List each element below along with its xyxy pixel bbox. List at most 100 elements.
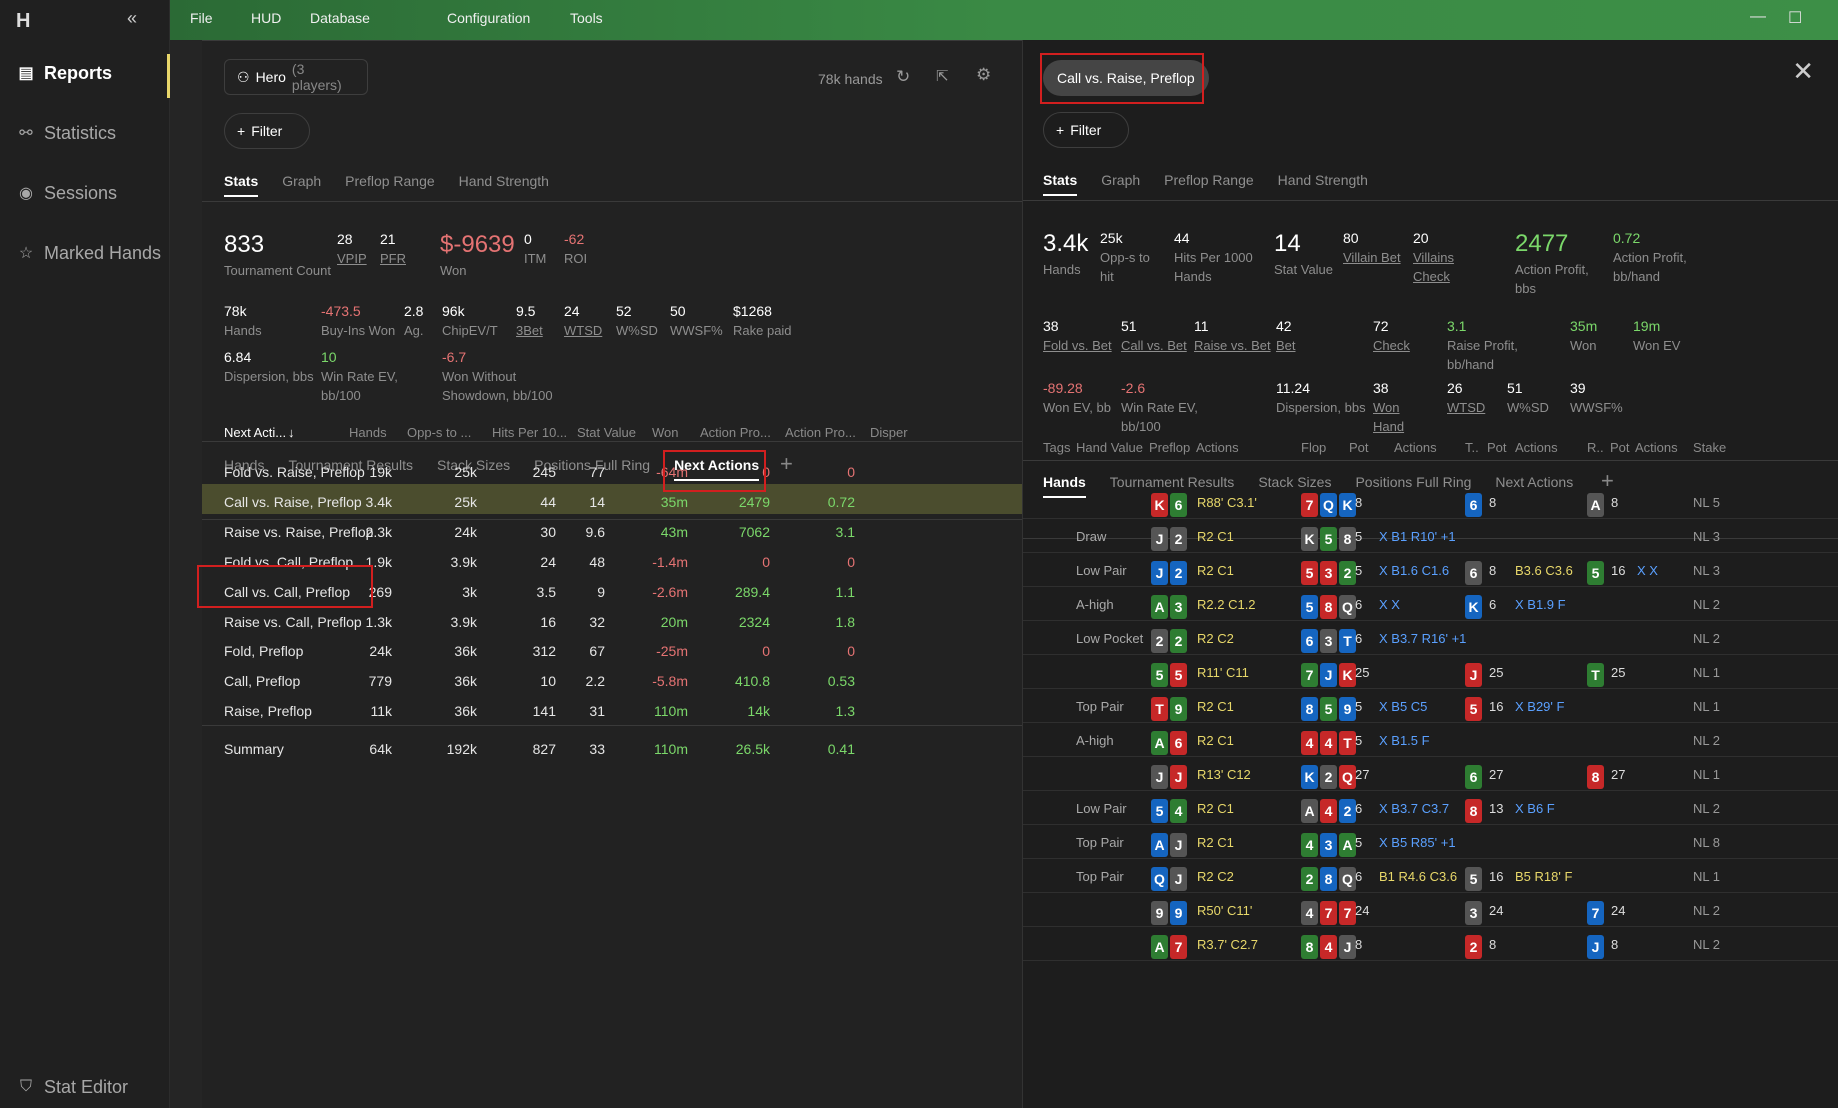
add-tab-icon[interactable]: + — [780, 451, 793, 476]
sidebar-item-statistics[interactable]: ⚯ Statistics — [16, 118, 170, 148]
action-sequence[interactable]: R2 C1 — [1197, 563, 1234, 578]
action-sequence[interactable]: R2 C1 — [1197, 529, 1234, 544]
menu-file[interactable]: File — [190, 10, 213, 26]
stat-villain-bet[interactable]: 80 Villain Bet — [1343, 230, 1403, 267]
export-icon[interactable]: ⇱ — [936, 68, 949, 85]
table-row[interactable]: Fold vs. Raise, Preflop 19k 25k 245 77 -64m 0 0 — [202, 454, 1022, 484]
column-header-6[interactable]: Won — [652, 425, 679, 440]
sidebar-item-reports[interactable]: ▤ Reports — [16, 54, 170, 98]
hand-row[interactable]: K 6 R88' C3.1' 7 Q K 8 6 8 A 8 NL 5 — [1023, 485, 1838, 519]
add-tab-icon[interactable]: + — [1601, 468, 1614, 493]
action-sequence[interactable]: X B6 F — [1515, 801, 1555, 816]
tab-next-actions[interactable]: Next Actions — [1495, 474, 1574, 490]
table-row[interactable]: Raise, Preflop 11k 36k 141 31 110m 14k 1.3 — [202, 693, 1022, 723]
player-selector[interactable]: ⚇ Hero (3 players) — [224, 59, 368, 95]
tab-stats[interactable]: Stats — [224, 173, 259, 197]
hands-column-13[interactable]: Actions — [1635, 440, 1678, 455]
hand-row[interactable]: 9 9 R50' C11' 4 7 7 24 3 24 7 24 NL 2 — [1023, 893, 1838, 927]
add-filter-button[interactable]: + Filter — [224, 113, 310, 149]
stat-vpip[interactable]: 28 VPIP — [337, 231, 377, 268]
column-header-5[interactable]: Stat Value — [577, 425, 637, 440]
hands-column-4[interactable]: Actions — [1196, 440, 1239, 455]
hands-column-9[interactable]: Pot — [1487, 440, 1507, 455]
hands-column-8[interactable]: T.. — [1465, 440, 1479, 455]
action-sequence[interactable]: X B1.5 F — [1379, 733, 1430, 748]
table-row[interactable]: Call vs. Call, Preflop 269 3k 3.5 9 -2.6m 289.… — [202, 574, 1022, 604]
action-sequence[interactable]: R2 C1 — [1197, 733, 1234, 748]
hand-row[interactable]: Draw J 2 R2 C1 K 5 8 5 X B1 R10' +1 NL 3 — [1023, 519, 1838, 553]
action-sequence[interactable]: X B3.7 R16' +1 — [1379, 631, 1467, 646]
hand-row[interactable]: A 7 R3.7' C2.7 8 4 J 8 2 8 J 8 NL 2 — [1023, 927, 1838, 961]
selected-action-chip[interactable]: Call vs. Raise, Preflop — [1043, 60, 1209, 96]
hand-row[interactable]: 5 5 R11' C11 7 J K 25 J 25 T 25 NL 1 — [1023, 655, 1838, 689]
refresh-icon[interactable]: ↻ — [896, 67, 911, 86]
action-sequence[interactable]: R2.2 C1.2 — [1197, 597, 1256, 612]
hands-column-11[interactable]: R.. — [1587, 440, 1604, 455]
stat-wtsd[interactable]: 24 WTSD — [564, 303, 608, 340]
menu-hud[interactable]: HUD — [251, 10, 282, 26]
stat-pfr[interactable]: 21 PFR — [380, 231, 420, 268]
action-sequence[interactable]: X B29' F — [1515, 699, 1565, 714]
menu-tools[interactable]: Tools — [570, 10, 603, 26]
tab-tournament-results[interactable]: Tournament Results — [288, 457, 413, 473]
sidebar-item-sessions[interactable]: ◉ Sessions — [16, 178, 170, 208]
tab-graph[interactable]: Graph — [1101, 172, 1141, 188]
stat-check[interactable]: 72 Check — [1373, 318, 1423, 355]
table-row[interactable]: Fold, Preflop 24k 36k 312 67 -25m 0 0 — [202, 633, 1022, 663]
column-header-7[interactable]: Action Pro... — [700, 425, 771, 440]
hand-row[interactable]: Low Pair J 2 R2 C1 5 3 2 5 X B1.6 C1.6 6 8 B3.6 C3.… — [1023, 553, 1838, 587]
tab-stats[interactable]: Stats — [1043, 172, 1078, 196]
gear-icon[interactable]: ⚙ — [976, 65, 992, 84]
stat-3bet[interactable]: 9.5 3Bet — [516, 303, 556, 340]
action-sequence[interactable]: R2 C1 — [1197, 699, 1234, 714]
hands-column-5[interactable]: Flop — [1301, 440, 1327, 455]
stat-bet[interactable]: 42 Bet — [1276, 318, 1326, 355]
action-sequence[interactable]: X B1.6 C1.6 — [1379, 563, 1450, 578]
table-row[interactable]: Summary 64k 192k 827 33 110m 26.5k 0.41 — [202, 731, 1022, 761]
action-sequence[interactable]: X B3.7 C3.7 — [1379, 801, 1450, 816]
hands-column-14[interactable]: Stake — [1693, 440, 1727, 455]
stat-won-hand[interactable]: 38 Won Hand — [1373, 380, 1433, 436]
stat-villains-check[interactable]: 20 Villains Check — [1413, 230, 1473, 286]
menu-database[interactable]: Database — [310, 10, 370, 26]
column-header-9[interactable]: Disper — [870, 425, 908, 440]
stat-raise-vs-bet[interactable]: 11 Raise vs. Bet — [1194, 318, 1274, 355]
hand-row[interactable]: Top Pair Q J R2 C2 2 8 Q 6 B1 R4.6 C3.6 5 16 B5 R18… — [1023, 859, 1838, 893]
collapse-sidebar-button[interactable]: « — [127, 8, 138, 28]
action-sequence[interactable]: B5 R18' F — [1515, 869, 1573, 884]
action-sequence[interactable]: R50' C11' — [1197, 903, 1253, 918]
action-sequence[interactable]: R2 C1 — [1197, 801, 1234, 816]
action-sequence[interactable]: B3.6 C3.6 — [1515, 563, 1573, 578]
action-sequence[interactable]: X B1 R10' +1 — [1379, 529, 1456, 544]
table-row[interactable]: Fold vs. Call, Preflop 1.9k 3.9k 24 48 -1.4m 0… — [202, 544, 1022, 574]
column-header-8[interactable]: Action Pro... — [785, 425, 856, 440]
action-sequence[interactable]: X B5 R85' +1 — [1379, 835, 1456, 850]
tab-preflop-range[interactable]: Preflop Range — [1164, 172, 1254, 188]
minimize-button[interactable]: — — [1750, 8, 1766, 25]
tab-positions-full-ring[interactable]: Positions Full Ring — [1355, 474, 1472, 490]
column-header-3[interactable]: Opp-s to ... — [407, 425, 472, 440]
column-header-2[interactable]: Hands — [349, 425, 387, 440]
tab-graph[interactable]: Graph — [282, 173, 322, 189]
action-sequence[interactable]: R11' C11 — [1197, 665, 1249, 680]
stat-call-vs-bet[interactable]: 51 Call vs. Bet — [1121, 318, 1191, 355]
hands-column-6[interactable]: Pot — [1349, 440, 1369, 455]
action-sequence[interactable]: X B1.9 F — [1515, 597, 1566, 612]
maximize-button[interactable]: ☐ — [1788, 10, 1803, 27]
stat-editor-button[interactable]: ⛉ Stat Editor — [16, 1072, 170, 1102]
hands-column-2[interactable]: Hand Value — [1076, 440, 1143, 455]
tab-hands[interactable]: Hands — [224, 457, 265, 473]
table-row[interactable]: Call, Preflop 779 36k 10 2.2 -5.8m 410.8 0.53 — [202, 663, 1022, 693]
hand-row[interactable]: Low Pocket 2 2 R2 C2 6 3 T 6 X B3.7 R16' +1 NL 2 — [1023, 621, 1838, 655]
tab-tournament-results[interactable]: Tournament Results — [1109, 474, 1235, 490]
tab-hand-strength[interactable]: Hand Strength — [1277, 172, 1368, 188]
add-filter-button[interactable]: + Filter — [1043, 112, 1129, 148]
hand-row[interactable]: A-high A 6 R2 C1 4 4 T 5 X B1.5 F NL 2 — [1023, 723, 1838, 757]
tab-stack-sizes[interactable]: Stack Sizes — [436, 457, 511, 473]
tab-positions-full-ring[interactable]: Positions Full Ring — [534, 457, 651, 473]
hands-column-1[interactable]: Tags — [1043, 440, 1071, 455]
action-sequence[interactable]: X X — [1637, 563, 1658, 578]
column-header-1[interactable]: Next Acti... — [224, 425, 287, 440]
